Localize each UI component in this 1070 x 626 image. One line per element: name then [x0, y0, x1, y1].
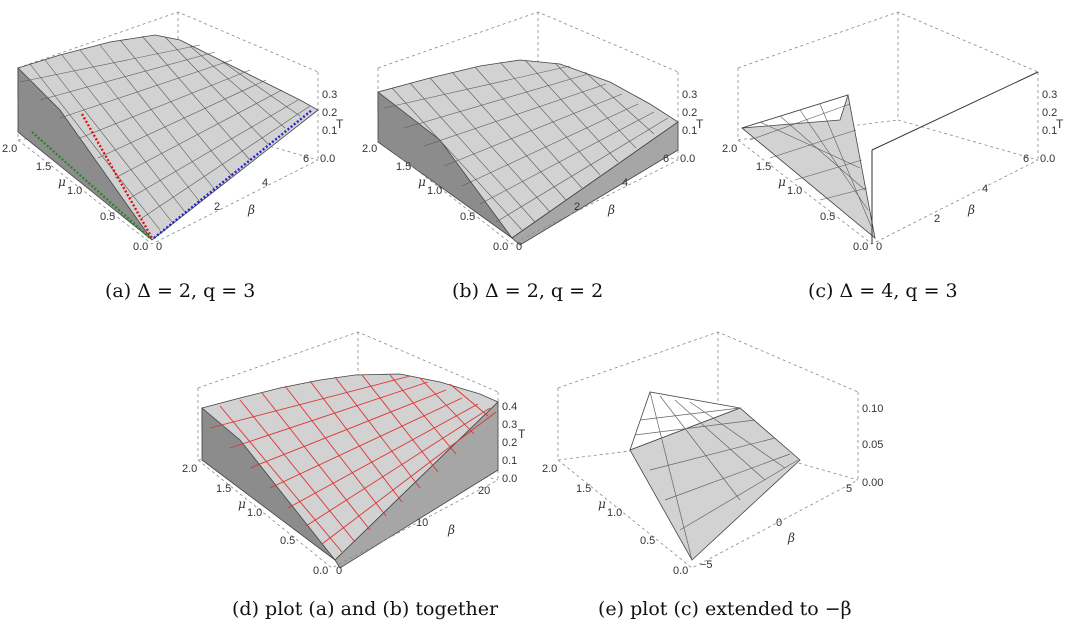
t-tick: 0.1: [1042, 125, 1057, 137]
beta-tick: 0: [876, 241, 882, 253]
beta-tick: 2: [574, 201, 580, 213]
caption-d: (d) plot (a) and (b) together: [232, 598, 498, 620]
t-tick: 0.0: [1040, 153, 1055, 165]
mu-tick: 1.0: [247, 507, 262, 519]
beta-tick: 0: [336, 565, 342, 577]
beta-tick: 6: [1023, 153, 1029, 165]
beta-tick: 6: [303, 153, 309, 165]
mu-tick: 0.5: [280, 535, 295, 547]
beta-tick: 2: [934, 213, 940, 225]
t-tick: 0.2: [1042, 107, 1057, 119]
beta-tick: 10: [416, 517, 428, 529]
mu-tick: 0.0: [133, 241, 148, 253]
mu-tick: 0.5: [100, 211, 115, 223]
t-tick: 0.1: [682, 125, 697, 137]
mu-tick: 0.0: [313, 565, 328, 577]
mu-axis-label: μ: [58, 175, 66, 189]
beta-tick: 4: [982, 183, 988, 195]
t-tick: 0.3: [1042, 89, 1057, 101]
t-axis-label: T: [518, 427, 525, 441]
beta-tick: 4: [262, 177, 268, 189]
plot-e-3d-surface: 2.0 1.5 1.0 0.5 0.0 −5 0 5 0.10 0.05 0.0…: [540, 320, 885, 585]
mu-tick: 1.5: [216, 483, 231, 495]
mu-axis-label: μ: [778, 175, 786, 189]
beta-axis-label: β: [967, 203, 975, 217]
t-tick: 0.2: [682, 107, 697, 119]
panel-b: 2.0 1.5 1.0 0.5 0.0 0 2 4 6 0.3 0.2 0.1 …: [360, 0, 705, 260]
t-axis-label: T: [1056, 117, 1064, 131]
panel-e: 2.0 1.5 1.0 0.5 0.0 −5 0 5 0.10 0.05 0.0…: [540, 320, 885, 585]
caption-b: (b) Δ = 2, q = 2: [452, 280, 603, 302]
panel-a: 2.0 1.5 1.0 0.5 0.0 0 2 4 6 0.3 0.2 0.1 …: [0, 0, 345, 260]
t-tick: 0.2: [502, 437, 517, 449]
t-axis-label: T: [336, 117, 344, 131]
mu-tick: 1.5: [396, 161, 411, 173]
mu-tick: 0.0: [673, 565, 688, 577]
t-tick: 0.10: [862, 403, 883, 415]
mu-axis-label: μ: [418, 175, 426, 189]
t-tick: 0.0: [320, 153, 335, 165]
t-tick: 0.3: [322, 89, 337, 101]
beta-tick: 5: [846, 483, 852, 495]
beta-axis-label: β: [787, 531, 795, 545]
beta-tick: −5: [700, 559, 713, 571]
beta-tick: 0: [516, 241, 522, 253]
panel-c: 2.0 1.5 1.0 0.5 0.0 0 2 4 6 0.3 0.2 0.1 …: [720, 0, 1065, 260]
mu-tick: 1.5: [36, 161, 51, 173]
beta-tick: 0: [776, 517, 782, 529]
plot-b-3d-surface: 2.0 1.5 1.0 0.5 0.0 0 2 4 6 0.3 0.2 0.1 …: [360, 0, 705, 260]
t-tick: 0.3: [502, 419, 517, 431]
mu-tick: 0.5: [460, 211, 475, 223]
mu-tick: 2.0: [182, 463, 197, 475]
t-tick: 0.0: [502, 473, 517, 485]
plot-a-3d-surface: 2.0 1.5 1.0 0.5 0.0 0 2 4 6 0.3 0.2 0.1 …: [0, 0, 345, 260]
mu-tick: 1.0: [67, 185, 82, 197]
beta-tick: 2: [214, 201, 220, 213]
mu-axis-label: μ: [238, 497, 246, 511]
beta-axis-label: β: [247, 203, 255, 217]
mu-tick: 2.0: [722, 143, 737, 155]
caption-c: (c) Δ = 4, q = 3: [808, 280, 958, 302]
t-tick: 0.3: [682, 89, 697, 101]
mu-tick: 1.0: [427, 185, 442, 197]
mu-tick: 1.0: [607, 507, 622, 519]
mu-tick: 2.0: [362, 143, 377, 155]
caption-a: (a) Δ = 2, q = 3: [105, 280, 255, 302]
mu-tick: 0.5: [820, 211, 835, 223]
mu-tick: 2.0: [542, 463, 557, 475]
mu-tick: 0.0: [493, 241, 508, 253]
mu-tick: 2.0: [2, 143, 17, 155]
t-tick: 0.0: [680, 153, 695, 165]
beta-tick: 0: [156, 241, 162, 253]
t-tick: 0.00: [862, 477, 883, 489]
beta-axis-label: β: [447, 523, 455, 537]
beta-axis-label: β: [607, 203, 615, 217]
plot-d-3d-surface: 2.0 1.5 1.0 0.5 0.0 0 10 20 0.4 0.3 0.2 …: [180, 320, 525, 585]
t-tick: 0.4: [502, 401, 517, 413]
t-tick: 0.1: [502, 455, 517, 467]
t-tick: 0.1: [322, 125, 337, 137]
mu-tick: 0.0: [853, 241, 868, 253]
caption-e: (e) plot (c) extended to −β: [598, 598, 852, 620]
mu-axis-label: μ: [598, 497, 606, 511]
beta-tick: 6: [663, 153, 669, 165]
mu-tick: 1.5: [576, 483, 591, 495]
mu-tick: 1.0: [787, 185, 802, 197]
panel-d: 2.0 1.5 1.0 0.5 0.0 0 10 20 0.4 0.3 0.2 …: [180, 320, 525, 585]
t-axis-label: T: [696, 117, 704, 131]
t-tick: 0.2: [322, 107, 337, 119]
beta-tick: 4: [622, 177, 628, 189]
t-tick: 0.05: [862, 439, 883, 451]
mu-tick: 1.5: [756, 161, 771, 173]
beta-tick: 20: [478, 485, 490, 497]
mu-tick: 0.5: [640, 535, 655, 547]
plot-c-3d-surface: 2.0 1.5 1.0 0.5 0.0 0 2 4 6 0.3 0.2 0.1 …: [720, 0, 1065, 260]
